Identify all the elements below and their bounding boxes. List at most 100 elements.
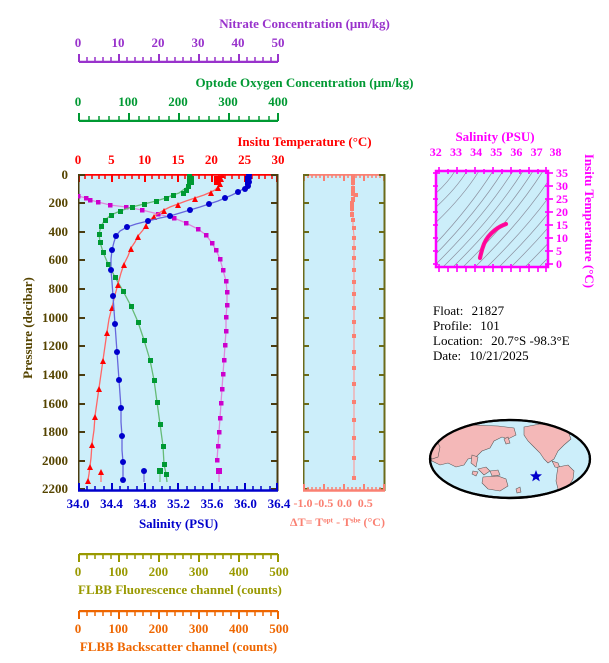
ts-temperature-tick: 0 [556, 257, 562, 271]
nitrate-tick: 20 [151, 35, 165, 50]
delta-t-panel[interactable] [303, 174, 386, 492]
pressure-tick: 1000 [42, 310, 68, 325]
pressure-tick: 2200 [42, 481, 68, 496]
pressure-tick: 1600 [42, 396, 68, 411]
pressure-axis: 0 200 400 600 800 1000 1200 1400 1600 18… [0, 167, 78, 496]
profile-row: Profile: 101 [433, 318, 570, 333]
ts-salinity-tick: 35 [490, 145, 503, 159]
pressure-tick: 2000 [42, 453, 68, 468]
delta-t-axis-label: ΔT= Tᵒᵖᵗ - Tˢᵇᵉ (°C) [290, 515, 385, 529]
ts-salinity-tick: 36 [510, 145, 523, 159]
pressure-tick: 800 [48, 281, 69, 296]
delta-t-plot[interactable] [303, 174, 386, 492]
oxygen-axis: Optode Oxygen Concentration (μm/kg) 0 10… [0, 75, 609, 122]
temperature-tick: 25 [238, 152, 252, 167]
nitrate-series [78, 194, 230, 463]
ts-diagram-title: Salinity (PSU) [455, 129, 535, 144]
pressure-tick: 200 [48, 195, 69, 210]
date-label: Date: [433, 348, 462, 363]
oxygen-tick: 300 [218, 94, 238, 109]
backscatter-axis: 0 100 200 300 400 500 FLBB Backscatter c… [74, 610, 289, 655]
salinity-tick: 35.6 [200, 496, 224, 511]
fluorescence-axis-label: FLBB Fluorescence channel (counts) [78, 582, 282, 597]
temperature-tick: 5 [108, 152, 115, 167]
salinity-tick: 34.4 [100, 496, 123, 511]
backscatter-tick: 500 [269, 621, 289, 636]
date-value: 10/21/2025 [469, 348, 529, 363]
fluorescence-tick: 400 [229, 564, 249, 579]
ts-diagram[interactable] [433, 163, 557, 275]
ts-temperature-tick: 25 [556, 192, 568, 206]
temperature-tick: 30 [271, 152, 285, 167]
pressure-tick: 1800 [42, 424, 68, 439]
fluorescence-axis: 0 100 200 300 400 500 FLBB Fluorescence … [75, 553, 289, 598]
location-value: 20.7°S -98.3°E [491, 333, 570, 348]
location-label: Location: [433, 333, 483, 348]
backscatter-tick: 400 [229, 621, 249, 636]
pressure-tick: 600 [48, 252, 69, 267]
pressure-tick: 400 [48, 224, 69, 239]
backscatter-tick: 300 [188, 621, 209, 636]
salinity-axis-label: Salinity (PSU) [138, 516, 219, 531]
float-location-marker [530, 470, 542, 482]
nitrate-axis-label: Nitrate Concentration (μm/kg) [219, 16, 390, 31]
temperature-tick: 10 [138, 152, 152, 167]
ts-temperature-tick: 35 [556, 166, 568, 180]
nitrate-tick: 10 [111, 35, 125, 50]
metadata-block: Float: 21827 Profile: 101 Location: 20.7… [433, 303, 570, 363]
fluorescence-tick: 300 [188, 564, 209, 579]
ts-temperature-tick: 5 [556, 244, 562, 258]
salinity-series [108, 174, 252, 483]
backscatter-tick: 100 [108, 621, 128, 636]
oxygen-tick: 100 [118, 94, 138, 109]
ts-plot[interactable] [433, 163, 557, 275]
temperature-axis-label: Insitu Temperature (°C) [237, 134, 372, 149]
salinity-tick: 35.2 [167, 496, 190, 511]
ts-curve [477, 221, 509, 261]
delta-t-tick: -0.5 [314, 496, 334, 510]
fluorescence-tick-bar [78, 553, 279, 562]
oxygen-tick: 200 [168, 94, 188, 109]
fluorescence-tick: 100 [108, 564, 128, 579]
backscatter-tick-bar [78, 610, 279, 619]
ts-salinity-tick: 38 [549, 145, 562, 159]
profile-panel[interactable] [78, 174, 279, 492]
ts-salinity-ticks: 32 33 34 35 36 37 38 [430, 145, 562, 159]
nitrate-axis: Nitrate Concentration (μm/kg) 0 10 20 30… [0, 16, 609, 63]
bottom-markers [98, 468, 222, 482]
date-row: Date: 10/21/2025 [433, 348, 570, 363]
backscatter-tick: 200 [148, 621, 169, 636]
nitrate-tick-bar [78, 54, 279, 63]
location-row: Location: 20.7°S -98.3°E [433, 333, 570, 348]
profile-plot[interactable] [78, 174, 279, 492]
pressure-tick: 0 [61, 167, 69, 182]
float-row: Float: 21827 [433, 303, 570, 318]
pressure-tick: 1400 [42, 367, 68, 382]
delta-t-axis: -1.0 -0.5 0.0 0.5 ΔT= Tᵒᵖᵗ - Tˢᵇᵉ (°C) [290, 496, 386, 530]
profile-label: Profile: [433, 318, 472, 333]
delta-t-tick: 0.0 [337, 496, 352, 510]
oxygen-tick-bar [78, 113, 279, 122]
temperature-tick: 15 [171, 152, 185, 167]
float-value: 21827 [471, 303, 505, 318]
salinity-tick: 36.0 [234, 496, 257, 511]
ts-temperature-tick: 30 [556, 179, 568, 193]
oxygen-axis-label: Optode Oxygen Concentration (μm/kg) [195, 75, 414, 90]
backscatter-tick: 0 [74, 621, 82, 636]
fluorescence-tick: 500 [269, 564, 289, 579]
world-map-plot[interactable] [428, 413, 593, 505]
profile-value: 101 [480, 318, 500, 333]
pressure-tick: 1200 [42, 338, 68, 353]
oxygen-tick: 400 [268, 94, 288, 109]
ts-temperature-axis-label: Insitu Temperature (°C) [582, 153, 597, 289]
salinity-axis: 34.0 34.4 34.8 35.2 35.6 36.0 36.4 Salin… [67, 496, 291, 532]
world-map[interactable] [428, 413, 593, 505]
ts-temperature-tick: 10 [556, 231, 568, 245]
fluorescence-tick: 200 [148, 564, 169, 579]
salinity-tick: 34.8 [133, 496, 157, 511]
temperature-tick: 0 [74, 152, 82, 167]
oxygen-series [97, 174, 192, 483]
oxygen-tick: 0 [74, 94, 82, 109]
ts-salinity-tick: 33 [449, 145, 462, 159]
salinity-tick: 36.4 [267, 496, 291, 511]
